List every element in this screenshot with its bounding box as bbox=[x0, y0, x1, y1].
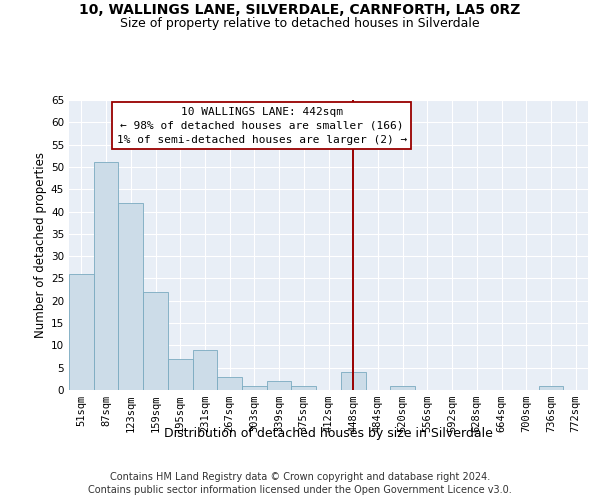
Bar bbox=[267, 381, 292, 390]
Bar bbox=[539, 386, 563, 390]
Bar bbox=[292, 386, 316, 390]
Bar bbox=[69, 274, 94, 390]
Text: Distribution of detached houses by size in Silverdale: Distribution of detached houses by size … bbox=[164, 428, 493, 440]
Y-axis label: Number of detached properties: Number of detached properties bbox=[34, 152, 47, 338]
Text: Size of property relative to detached houses in Silverdale: Size of property relative to detached ho… bbox=[120, 18, 480, 30]
Text: 10 WALLINGS LANE: 442sqm
← 98% of detached houses are smaller (166)
1% of semi-d: 10 WALLINGS LANE: 442sqm ← 98% of detach… bbox=[116, 106, 407, 144]
Text: 10, WALLINGS LANE, SILVERDALE, CARNFORTH, LA5 0RZ: 10, WALLINGS LANE, SILVERDALE, CARNFORTH… bbox=[79, 2, 521, 16]
Bar bbox=[242, 386, 267, 390]
Text: Contains public sector information licensed under the Open Government Licence v3: Contains public sector information licen… bbox=[88, 485, 512, 495]
Text: Contains HM Land Registry data © Crown copyright and database right 2024.: Contains HM Land Registry data © Crown c… bbox=[110, 472, 490, 482]
Bar bbox=[94, 162, 118, 390]
Bar bbox=[341, 372, 365, 390]
Bar bbox=[168, 359, 193, 390]
Bar bbox=[217, 376, 242, 390]
Bar bbox=[193, 350, 217, 390]
Bar bbox=[143, 292, 168, 390]
Bar bbox=[390, 386, 415, 390]
Bar bbox=[118, 202, 143, 390]
